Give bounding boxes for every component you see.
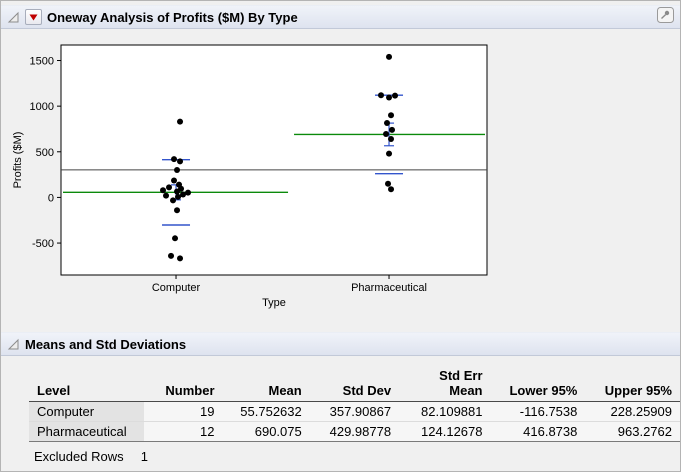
means-title: Means and Std Deviations <box>25 336 187 352</box>
col-upper-95: Upper 95% <box>585 366 680 402</box>
data-point[interactable] <box>385 180 392 187</box>
table-header-row: Level Number Mean Std Dev Std Err Mean L… <box>29 366 680 402</box>
data-point[interactable] <box>388 136 395 143</box>
disclosure-triangle-icon[interactable] <box>7 11 20 24</box>
cell-upper-95: 228.25909 <box>585 401 680 422</box>
cell-std-dev: 357.90867 <box>309 401 400 422</box>
data-point[interactable] <box>378 92 385 99</box>
oneway-title: Oneway Analysis of Profits ($M) By Type <box>47 9 298 25</box>
data-point[interactable] <box>386 150 393 157</box>
cell-lower-95: -116.7538 <box>490 401 586 422</box>
data-point[interactable] <box>172 235 179 242</box>
oneway-title-bar: Oneway Analysis of Profits ($M) By Type <box>1 5 680 29</box>
data-point[interactable] <box>177 158 184 165</box>
data-point[interactable] <box>160 187 167 194</box>
cell-std-err-mean: 124.12678 <box>399 421 491 442</box>
cell-number: 12 <box>144 421 223 442</box>
y-tick-label: -500 <box>32 238 54 250</box>
x-tick-label: Computer <box>152 282 201 294</box>
data-point[interactable] <box>388 112 395 119</box>
excluded-rows-value: 1 <box>140 449 148 464</box>
data-point[interactable] <box>392 92 399 99</box>
data-point[interactable] <box>177 255 184 262</box>
excluded-rows: Excluded Rows 1 <box>34 449 680 464</box>
y-tick-label: 500 <box>36 147 54 159</box>
disclosure-triangle-icon[interactable] <box>7 338 20 351</box>
data-point[interactable] <box>171 177 178 184</box>
x-tick-label: Pharmaceutical <box>351 282 427 294</box>
y-tick-label: 0 <box>48 192 54 204</box>
data-point[interactable] <box>185 189 192 196</box>
red-triangle-menu-icon[interactable] <box>25 9 42 25</box>
oneway-plot[interactable]: -500 0 500 1000 1500 Computer Pharmaceutical Ty… <box>9 33 489 311</box>
col-number: Number <box>144 366 223 402</box>
data-point[interactable] <box>386 94 393 101</box>
plot-frame[interactable] <box>60 44 488 276</box>
data-point[interactable] <box>171 156 178 163</box>
data-point[interactable] <box>180 191 187 198</box>
cell-std-dev: 429.98778 <box>309 421 400 442</box>
data-point[interactable] <box>177 118 184 125</box>
col-level: Level <box>29 366 145 402</box>
col-std-dev: Std Dev <box>309 366 400 402</box>
cell-std-err-mean: 82.109881 <box>399 401 491 422</box>
cell-number: 19 <box>144 401 223 422</box>
cell-mean: 690.075 <box>222 421 310 442</box>
data-point[interactable] <box>175 193 182 200</box>
oneway-plot-area: -500 0 500 1000 1500 Computer Pharmaceutical Ty… <box>9 33 680 316</box>
table-row[interactable]: Computer 19 55.752632 357.90867 82.10988… <box>29 401 680 422</box>
x-axis-label: Type <box>262 297 286 309</box>
data-point[interactable] <box>388 186 395 193</box>
data-point[interactable] <box>384 120 391 127</box>
table-row[interactable]: Pharmaceutical 12 690.075 429.98778 124.… <box>29 421 680 442</box>
data-point[interactable] <box>163 192 170 199</box>
col-mean: Mean <box>222 366 310 402</box>
cell-mean: 55.752632 <box>222 401 310 422</box>
col-std-err-mean: Std Err Mean <box>399 366 491 402</box>
cell-level[interactable]: Computer <box>29 401 145 422</box>
pin-icon[interactable] <box>657 7 674 23</box>
data-point[interactable] <box>170 197 177 204</box>
y-axis-label: Profits ($M) <box>12 132 24 189</box>
excluded-rows-label: Excluded Rows <box>34 449 124 464</box>
y-tick-label: 1500 <box>30 56 54 68</box>
data-point[interactable] <box>166 184 173 191</box>
means-table: Level Number Mean Std Dev Std Err Mean L… <box>29 366 680 442</box>
cell-lower-95: 416.8738 <box>490 421 586 442</box>
col-lower-95: Lower 95% <box>490 366 586 402</box>
cell-upper-95: 963.2762 <box>585 421 680 442</box>
cell-level[interactable]: Pharmaceutical <box>29 421 145 442</box>
data-point[interactable] <box>174 167 181 174</box>
means-title-bar: Means and Std Deviations <box>1 332 680 356</box>
y-tick-label: 1000 <box>30 101 54 113</box>
data-point[interactable] <box>174 188 181 195</box>
data-point[interactable] <box>389 126 396 133</box>
data-point[interactable] <box>168 252 175 259</box>
data-point[interactable] <box>386 53 393 60</box>
data-point[interactable] <box>383 130 390 137</box>
data-point[interactable] <box>174 207 181 214</box>
